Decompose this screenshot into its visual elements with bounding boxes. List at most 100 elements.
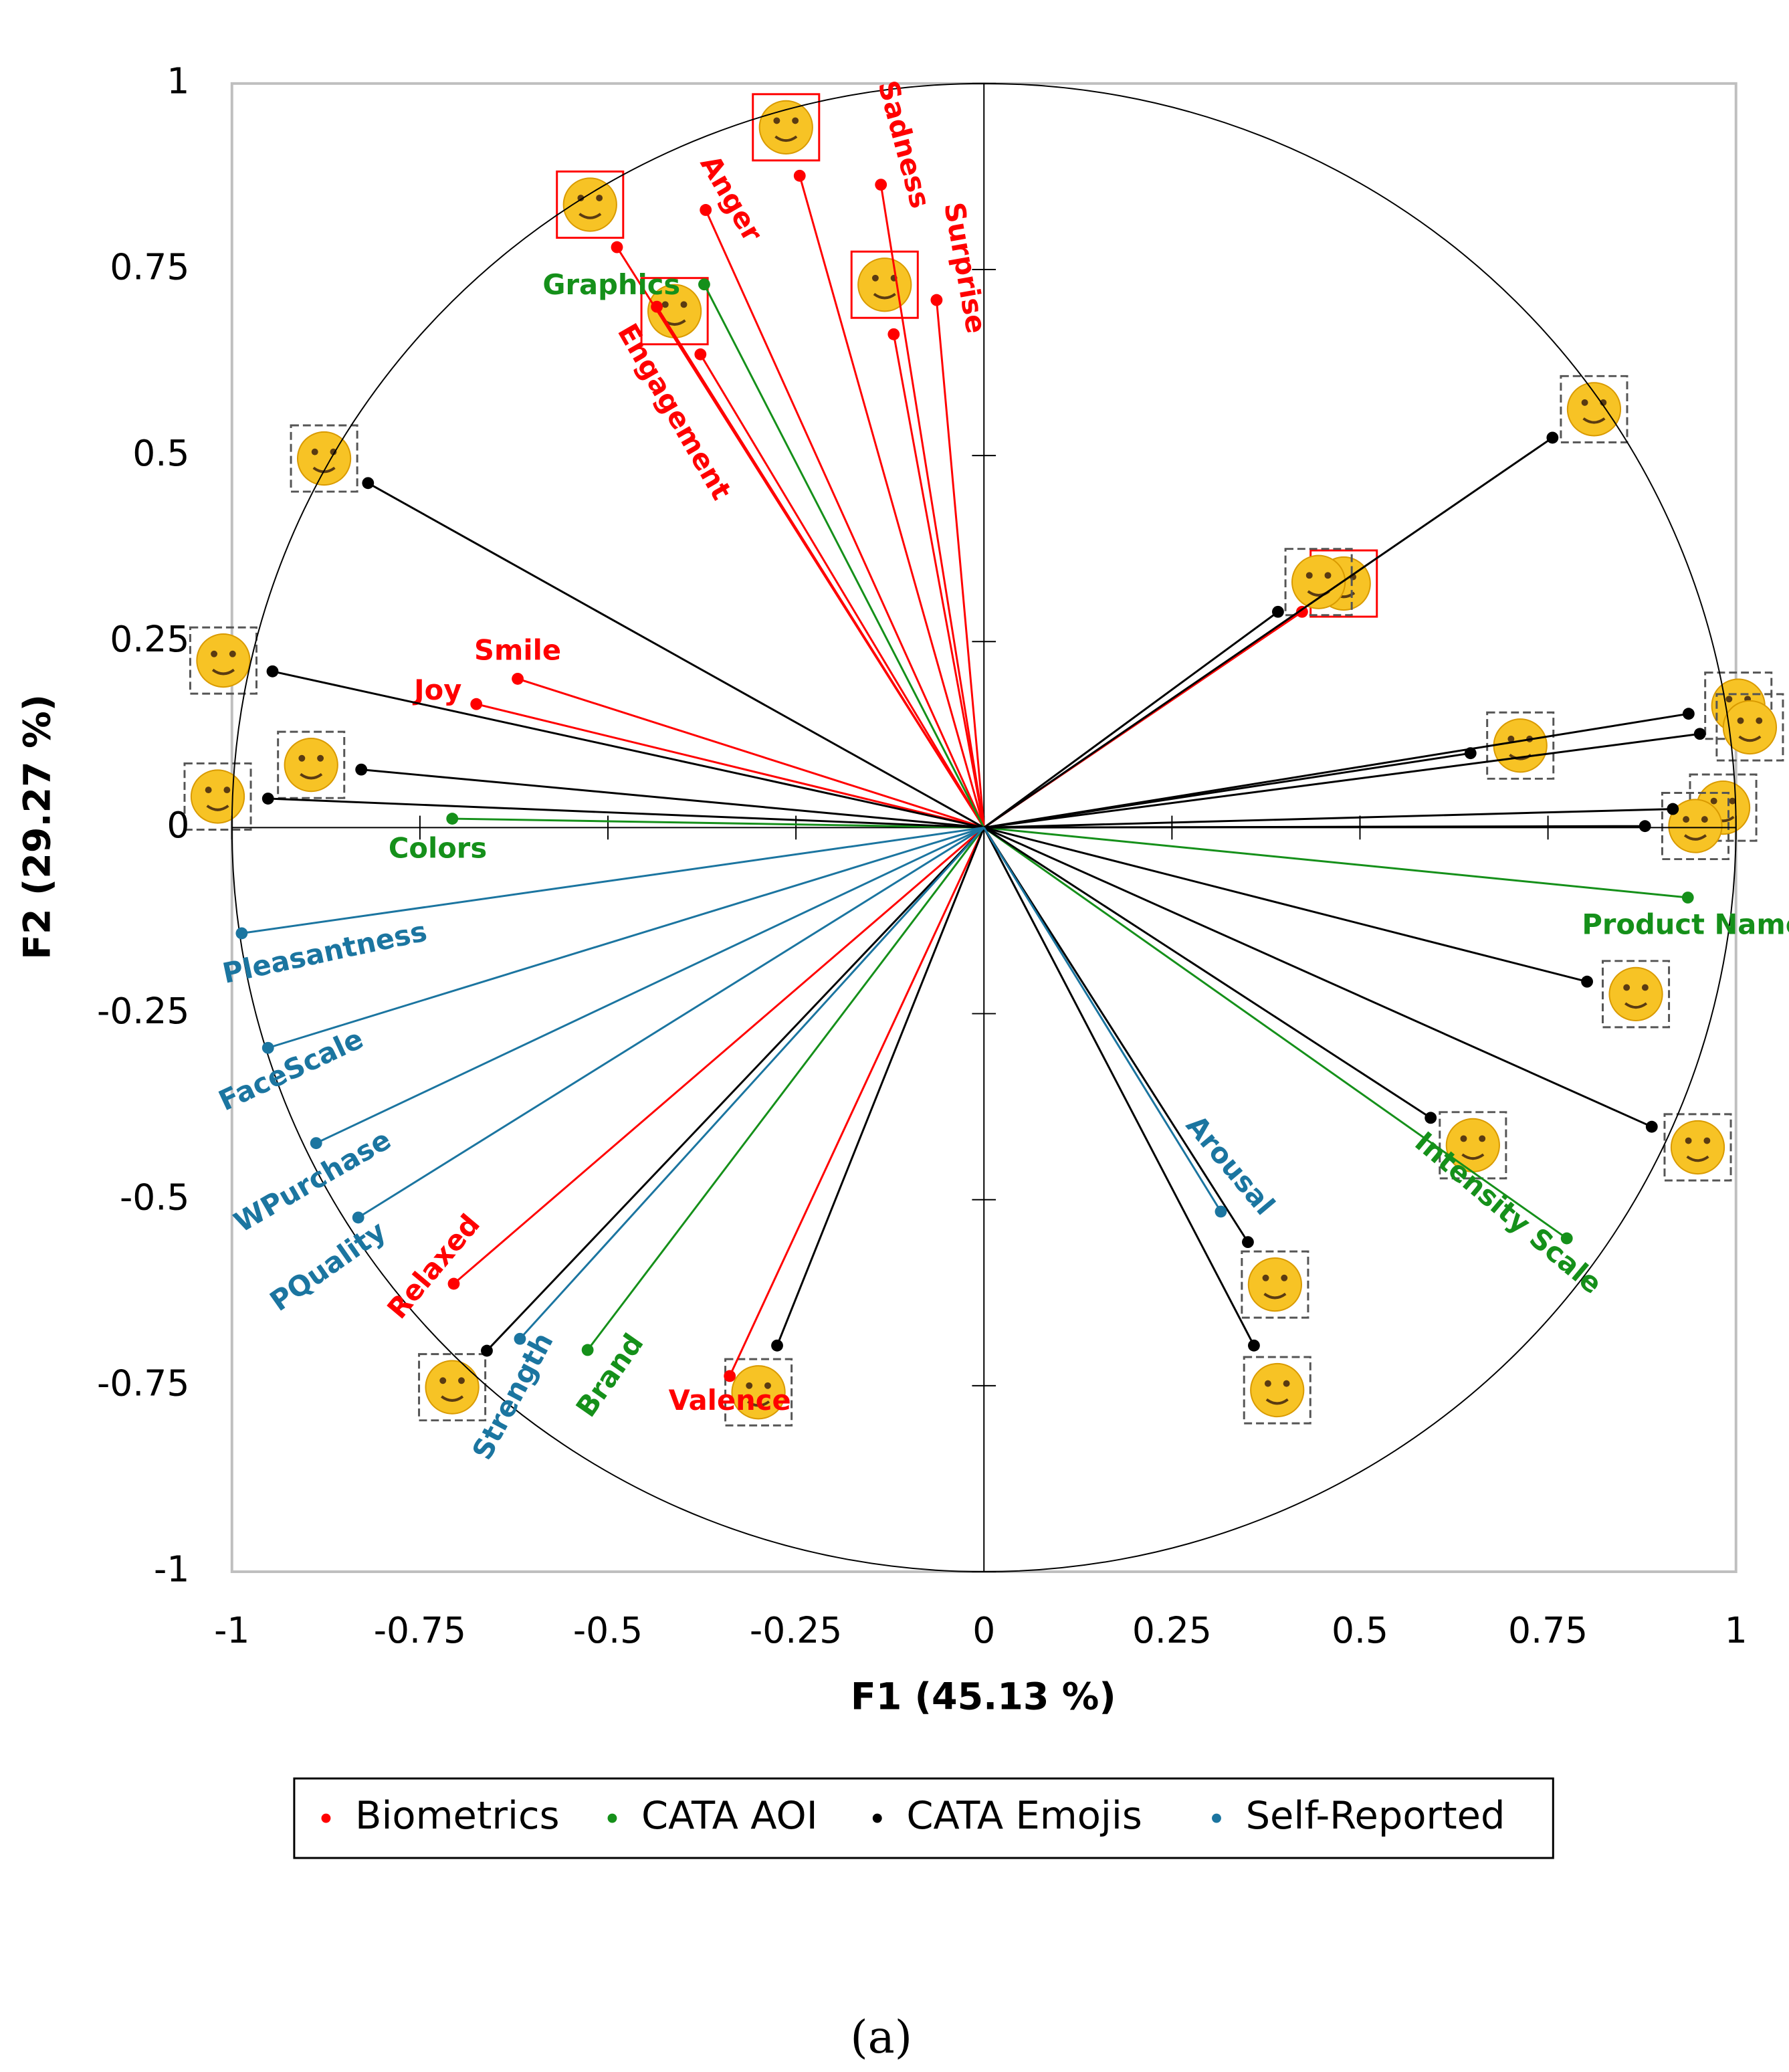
point [1425, 1112, 1437, 1124]
emoji-eye [311, 448, 318, 455]
point-label: Colors [389, 832, 487, 865]
point-label: Engagement [611, 318, 738, 505]
emoji-eye [317, 754, 324, 762]
point [1693, 728, 1706, 740]
emoji-mouth [206, 805, 229, 811]
loading-vector [587, 827, 985, 1351]
caption: (a) [850, 2010, 912, 2063]
emoji-mouth [1265, 1398, 1289, 1405]
emoji-mouth [1683, 834, 1707, 841]
point [771, 1339, 783, 1352]
emoji-face [1668, 799, 1723, 853]
emoji-mouth [1263, 1292, 1287, 1300]
emoji-eye [1641, 984, 1649, 991]
loading-vector [983, 437, 1554, 829]
point-label: Relaxed [381, 1208, 486, 1325]
emoji-face [284, 738, 338, 793]
y-tick-label: 0.5 [132, 432, 189, 474]
emoji-frame [189, 626, 257, 695]
emoji-eye [661, 301, 669, 308]
point [930, 294, 943, 306]
emoji-mouth [211, 668, 235, 676]
emoji-frame [418, 1353, 487, 1422]
point [512, 672, 524, 685]
emoji-eye [1756, 717, 1763, 724]
emoji-eye [746, 1382, 753, 1389]
point-label: Valence [669, 1384, 791, 1417]
emoji-face [1247, 1257, 1303, 1312]
loading-vector [799, 175, 985, 828]
emoji-frame [277, 730, 346, 799]
x-tick-label: -0.25 [750, 1609, 842, 1651]
emoji-frame [1560, 375, 1628, 443]
point-label: Anger [694, 149, 770, 247]
loading-vector [983, 826, 1588, 983]
point-label: Smile [474, 633, 561, 666]
emoji-eye [330, 448, 337, 455]
point [1242, 1236, 1254, 1249]
x-tick-label: 0.75 [1508, 1609, 1588, 1651]
legend-box [293, 1777, 1554, 1859]
emoji-face [1670, 1120, 1725, 1175]
loading-vector [616, 246, 985, 829]
point [266, 665, 279, 678]
y-tick-label: 0.75 [110, 246, 189, 288]
emoji-mouth [747, 1400, 770, 1407]
emoji-face [296, 431, 352, 486]
emoji-eye [1479, 1135, 1486, 1142]
point [581, 1344, 594, 1356]
emoji-mouth [873, 292, 896, 300]
point [1681, 892, 1694, 904]
legend-label: Self-Reported [1246, 1793, 1505, 1838]
loading-vector [983, 827, 1431, 1119]
emoji-eye [1737, 717, 1744, 724]
point [481, 1344, 493, 1357]
point [1667, 803, 1679, 815]
emoji-frame [290, 424, 358, 493]
point [355, 763, 368, 776]
point-label: Surprise [938, 200, 993, 336]
emoji-frame [1661, 791, 1729, 861]
x-tick-label: -1 [214, 1609, 249, 1651]
point-label: PQuality [264, 1215, 391, 1318]
emoji-eye [792, 117, 799, 124]
point [1295, 605, 1308, 618]
loading-vector [728, 827, 985, 1377]
emoji-frame [1439, 1111, 1507, 1180]
emoji-frame [1663, 1113, 1732, 1182]
emoji-frame [1241, 1250, 1309, 1319]
emoji-face [1493, 718, 1548, 773]
point-label: Arousal [1180, 1109, 1281, 1221]
emoji-face [857, 257, 912, 312]
emoji-eye [1264, 1380, 1271, 1387]
emoji-mouth [1461, 1153, 1485, 1160]
point [310, 1137, 322, 1150]
point-label: Strength [465, 1327, 560, 1465]
y-tick-label: 1 [167, 60, 189, 102]
point [793, 169, 806, 182]
x-tick-label: 0.5 [1332, 1609, 1388, 1651]
emoji-eye [1262, 1274, 1269, 1281]
loading-vector [268, 797, 984, 829]
y-tick-label: 0 [167, 804, 189, 846]
emoji-mouth [1624, 1002, 1648, 1009]
emoji-frame [183, 762, 252, 831]
point [1682, 708, 1695, 720]
emoji-face [196, 633, 251, 688]
point [447, 1277, 460, 1290]
loading-vector [453, 827, 985, 1285]
emoji-mouth [441, 1395, 464, 1402]
point [1272, 605, 1284, 618]
emoji-face [1250, 1362, 1305, 1418]
decor-layer [183, 93, 1784, 1427]
x-tick-label: -0.5 [573, 1609, 643, 1651]
point [352, 1211, 364, 1224]
point [698, 278, 710, 291]
y-tick-label: -0.25 [97, 990, 189, 1032]
loading-vector [700, 354, 985, 829]
point [362, 477, 375, 490]
emoji-face [562, 177, 617, 232]
legend-label: CATA AOI [641, 1793, 818, 1838]
loading-vector [983, 827, 1568, 1239]
